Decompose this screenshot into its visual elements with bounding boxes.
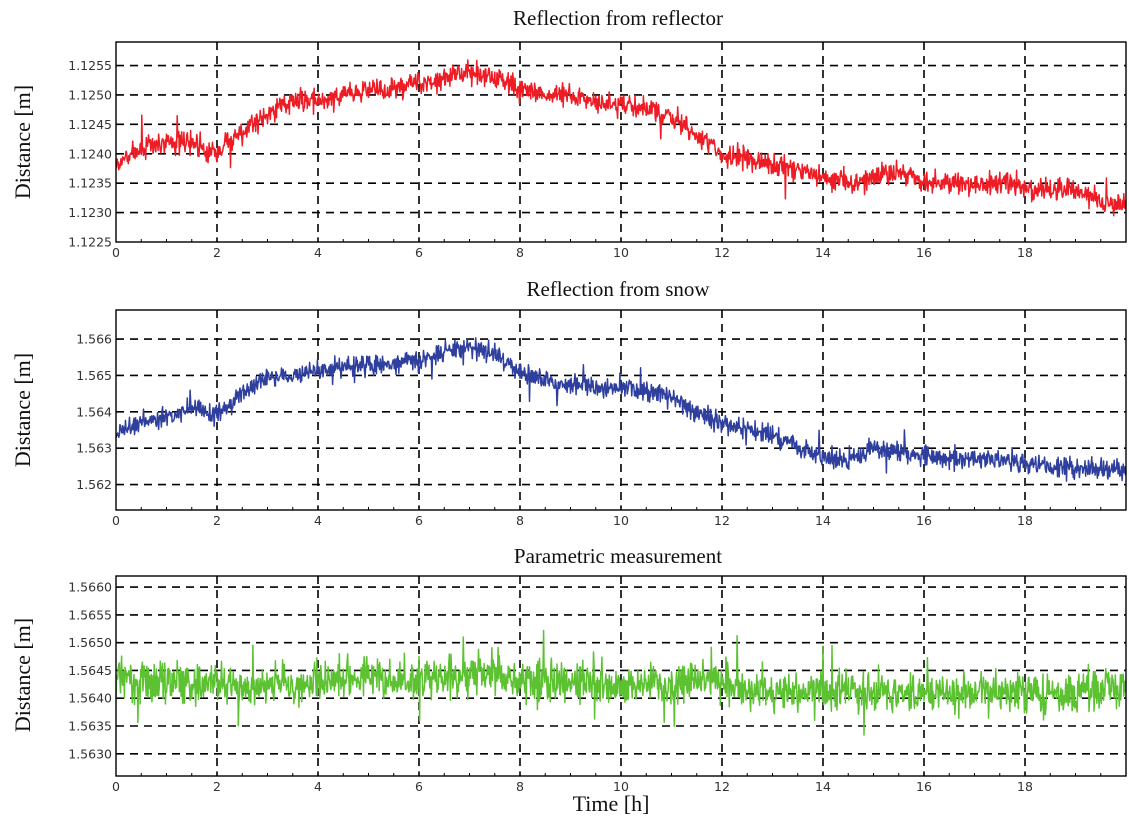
series-line bbox=[115, 337, 1127, 482]
y-tick-label: 1.1230 bbox=[68, 205, 112, 220]
panel-parametric: Parametric measurement Distance [m] 0 2 4 6… bbox=[10, 544, 1127, 794]
x-tick-label: 12 bbox=[714, 779, 730, 794]
x-tick-label: 14 bbox=[815, 779, 831, 794]
x-tick-label: 16 bbox=[916, 513, 932, 528]
x-tick-label: 8 bbox=[516, 513, 524, 528]
y-tick-label: 1.562 bbox=[76, 477, 112, 492]
x-tick-label: 14 bbox=[815, 245, 831, 260]
x-tick-label: 0 bbox=[112, 779, 120, 794]
y-tick-label: 1.563 bbox=[76, 441, 112, 456]
y-tick-label: 1.5650 bbox=[68, 635, 112, 650]
y-tick-label: 1.1245 bbox=[68, 117, 112, 132]
series-line bbox=[115, 629, 1127, 736]
x-tick-label: 0 bbox=[112, 513, 120, 528]
x-tick-label: 16 bbox=[916, 779, 932, 794]
x-tick-label: 12 bbox=[714, 245, 730, 260]
x-tick-label: 10 bbox=[613, 245, 629, 260]
plot-frame bbox=[115, 309, 1127, 511]
grid bbox=[116, 576, 1126, 776]
x-axis-label: Time [h] bbox=[573, 791, 650, 816]
y-axis-label: Distance [m] bbox=[10, 353, 35, 467]
y-tick-label: 1.1255 bbox=[68, 58, 112, 73]
plot-frame bbox=[115, 575, 1127, 777]
series-line-path bbox=[115, 337, 1127, 482]
y-tick-label: 1.5635 bbox=[68, 719, 112, 734]
series-line-path bbox=[115, 629, 1127, 736]
y-tick-label: 1.5655 bbox=[68, 607, 112, 622]
y-tick-label: 1.5640 bbox=[68, 691, 112, 706]
y-tick-label: 1.5660 bbox=[68, 580, 112, 595]
y-tick-label: 1.565 bbox=[76, 368, 112, 383]
y-tick-label: 1.1250 bbox=[68, 87, 112, 102]
y-ticks: 1.562 1.563 1.564 1.565 1.566 bbox=[76, 332, 121, 492]
y-tick-label: 1.566 bbox=[76, 332, 112, 347]
x-tick-label: 16 bbox=[916, 245, 932, 260]
x-tick-label: 18 bbox=[1017, 779, 1033, 794]
x-tick-label: 4 bbox=[314, 513, 322, 528]
x-tick-label: 18 bbox=[1017, 513, 1033, 528]
y-tick-label: 1.1240 bbox=[68, 146, 112, 161]
grid bbox=[116, 42, 1126, 242]
x-tick-label: 10 bbox=[613, 779, 629, 794]
x-tick-label: 2 bbox=[213, 779, 221, 794]
y-axis-label: Distance [m] bbox=[10, 85, 35, 199]
panel-title: Reflection from reflector bbox=[513, 6, 723, 30]
panel-snow: Reflection from snow Distance [m] 0 2 4 6 8 1… bbox=[10, 277, 1127, 528]
y-tick-label: 1.564 bbox=[76, 404, 112, 419]
x-tick-label: 8 bbox=[516, 245, 524, 260]
x-ticks: 0 2 4 6 8 10 12 14 16 18 bbox=[112, 237, 1127, 260]
y-ticks: 1.5630 1.5635 1.5640 1.5645 1.5650 1.5655 1.56… bbox=[68, 580, 121, 761]
x-tick-label: 12 bbox=[714, 513, 730, 528]
grid bbox=[116, 310, 1126, 510]
y-tick-label: 1.5630 bbox=[68, 746, 112, 761]
panel-title: Parametric measurement bbox=[514, 544, 722, 568]
x-tick-label: 14 bbox=[815, 513, 831, 528]
x-tick-label: 8 bbox=[516, 779, 524, 794]
x-tick-label: 18 bbox=[1017, 245, 1033, 260]
x-tick-label: 2 bbox=[213, 245, 221, 260]
series-line bbox=[115, 59, 1127, 217]
x-tick-label: 0 bbox=[112, 245, 120, 260]
y-tick-label: 1.5645 bbox=[68, 663, 112, 678]
x-tick-label: 6 bbox=[415, 779, 423, 794]
x-tick-label: 4 bbox=[314, 779, 322, 794]
panel-title: Reflection from snow bbox=[526, 277, 710, 301]
panel-reflector: Reflection from reflector Distance [m] 0… bbox=[10, 6, 1127, 260]
x-ticks: 0 2 4 6 8 10 12 14 16 18 bbox=[112, 505, 1127, 528]
y-tick-label: 1.1235 bbox=[68, 176, 112, 191]
x-tick-label: 6 bbox=[415, 513, 423, 528]
series-line-path bbox=[115, 59, 1127, 217]
y-tick-label: 1.1225 bbox=[68, 235, 112, 250]
y-ticks: 1.1225 1.1230 1.1235 1.1240 1.1245 1.1250 1.12… bbox=[68, 58, 121, 250]
x-tick-label: 2 bbox=[213, 513, 221, 528]
x-tick-label: 10 bbox=[613, 513, 629, 528]
x-tick-label: 6 bbox=[415, 245, 423, 260]
plot-frame bbox=[115, 41, 1127, 243]
y-axis-label: Distance [m] bbox=[10, 618, 35, 732]
x-tick-label: 4 bbox=[314, 245, 322, 260]
